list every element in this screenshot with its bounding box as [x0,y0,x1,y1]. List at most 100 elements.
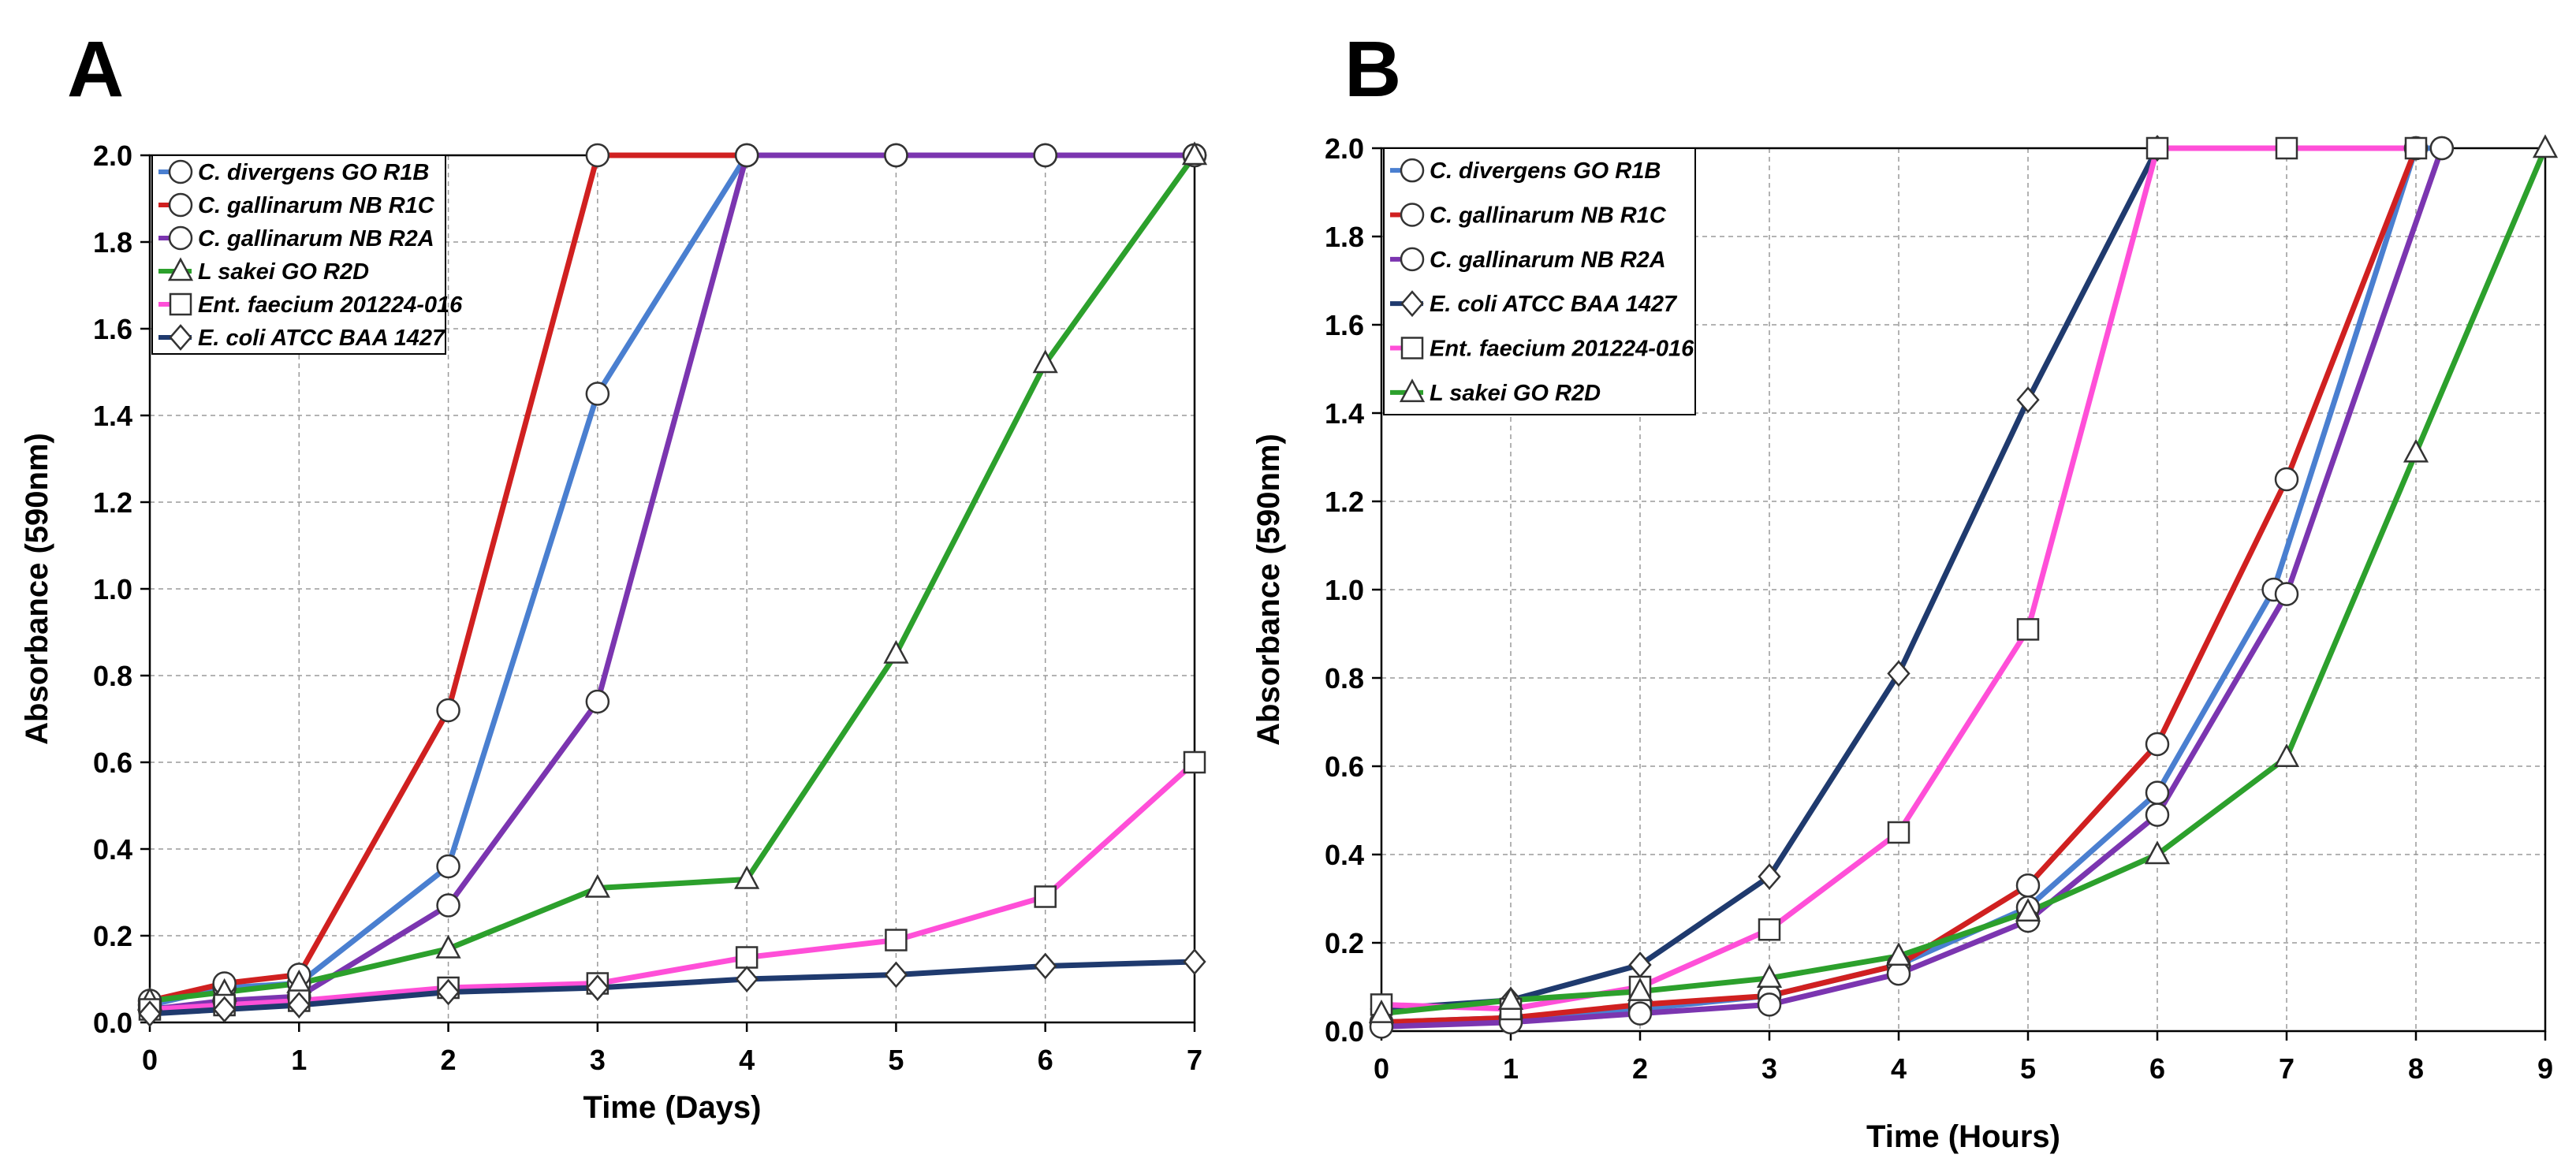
data-point-marker [1628,951,1652,978]
legend-label: E. coli ATCC BAA 1427 [198,326,446,351]
y-tick-label: 2.0 [1325,132,1364,165]
data-point-marker [1757,992,1782,1017]
x-tick-label: 3 [590,1044,606,1076]
y-tick-label: 0.2 [93,920,132,952]
y-tick-label: 1.6 [93,313,132,345]
x-axis-title: Time (Days) [583,1090,761,1125]
x-tick-label: 6 [2149,1052,2165,1085]
data-point-marker [2429,136,2455,161]
legend-label: Ent. faecium 201224-016 [1430,337,1694,362]
y-tick-label: 0.2 [1325,927,1364,959]
data-point-marker [1886,961,1911,986]
data-point-marker [1181,141,1208,166]
y-tick-label: 1.8 [1325,221,1364,253]
data-point-marker [1033,143,1057,168]
legend-marker [169,292,192,316]
data-point-marker [734,143,759,168]
y-axis-title: Absorbance (590nm) [1251,434,1286,746]
data-point-marker [2145,732,2170,757]
data-point-marker [2274,467,2299,492]
data-point-marker [2403,438,2429,463]
legend-a: C. divergens GO R1B C. gallinarum NB R1C C… [151,155,463,355]
x-tick-label: 2 [441,1044,457,1076]
data-point-marker [2273,743,2300,768]
y-tick-label: 1.8 [93,226,132,259]
data-point-marker [2145,136,2169,160]
x-tick-label: 0 [142,1044,158,1076]
y-tick-label: 0.8 [93,660,132,692]
y-tick-label: 1.0 [93,573,132,605]
data-point-marker [2275,136,2298,160]
data-point-marker [586,974,610,1001]
data-point-marker [2532,134,2559,158]
data-point-marker [884,143,908,168]
data-point-marker [585,382,610,406]
x-tick-label: 4 [1891,1052,1907,1085]
data-point-marker [1034,952,1057,980]
y-tick-label: 0.0 [93,1007,132,1039]
legend-label: C. divergens GO R1B [198,160,429,185]
y-tick-label: 1.4 [93,400,132,432]
data-point-marker [2015,898,2041,922]
chart-panel-b: 0 1 2 3 4 5 6 7 8 9 0.0 0.2 0.4 0.6 0.8 1.0 1.2 1.4 1.6 1.8… [1251,132,2559,1154]
series-line [1378,145,2548,1017]
legend-marker [1400,247,1425,272]
legend-box [1383,147,1696,415]
x-tick-label: 5 [2020,1052,2036,1085]
data-point-marker [2015,873,2041,898]
data-point-marker [885,929,908,951]
x-tick-label: 4 [739,1044,755,1076]
legend-marker [169,324,192,351]
y-tick-label: 0.4 [93,833,132,866]
y-tick-label: 0.8 [1325,662,1364,694]
y-tick-label: 0.4 [1325,839,1364,871]
data-point-marker [585,689,610,714]
legend-marker [168,225,193,251]
y-tick-label: 0.6 [1325,750,1364,783]
data-point-marker [1885,942,1912,966]
legend-label: L sakei GO R2D [1430,381,1601,406]
x-tick-label: 1 [291,1044,307,1076]
data-point-marker [435,934,461,959]
legend-label: C. gallinarum NB R1C [198,193,435,218]
chart-panel-a: 0 1 2 3 4 5 6 7 0.0 0.2 0.4 0.6 0.8 1.0 1.2 1.4 1.6 1.8 2.… [20,140,1208,1125]
data-point-marker [1627,977,1653,1001]
data-point-marker [436,698,460,723]
data-point-marker [1758,918,1781,941]
data-point-marker [1032,349,1058,374]
data-point-marker [585,143,610,168]
data-point-marker [436,893,460,918]
legend-marker [168,159,193,184]
legend-marker [168,192,193,218]
data-point-marker [1887,821,1911,844]
data-point-marker [735,946,759,969]
legend-box [151,155,446,355]
data-point-marker [2016,386,2040,414]
data-point-marker [2016,618,2040,641]
data-point-marker [1627,1001,1653,1026]
legend-b: C. divergens GO R1B C. gallinarum NB R1C C… [1383,147,1696,415]
legend-label: L sakei GO R2D [198,259,369,285]
data-point-marker [1183,750,1206,774]
x-tick-label: 3 [1761,1052,1777,1085]
x-axis-title: Time (Hours) [1866,1119,2060,1154]
legend-marker [1400,337,1424,359]
y-tick-label: 0.6 [93,747,132,779]
data-point-marker [1034,885,1057,908]
y-tick-label: 1.0 [1325,574,1364,606]
panel-label-a: A [67,25,124,114]
x-tick-label: 6 [1038,1044,1053,1076]
x-tick-label: 7 [2279,1052,2295,1085]
x-tick-label: 7 [1187,1044,1202,1076]
data-point-marker [436,854,460,879]
y-tick-label: 0.0 [1325,1015,1364,1048]
data-point-marker [436,978,460,1006]
y-tick-label: 1.4 [1325,397,1364,430]
x-tick-label: 9 [2537,1052,2553,1085]
x-tick-label: 0 [1374,1052,1389,1085]
y-tick-label: 1.2 [1325,486,1364,518]
legend-marker [1399,378,1426,403]
data-point-marker [735,966,759,992]
y-tick-label: 1.6 [1325,309,1364,341]
